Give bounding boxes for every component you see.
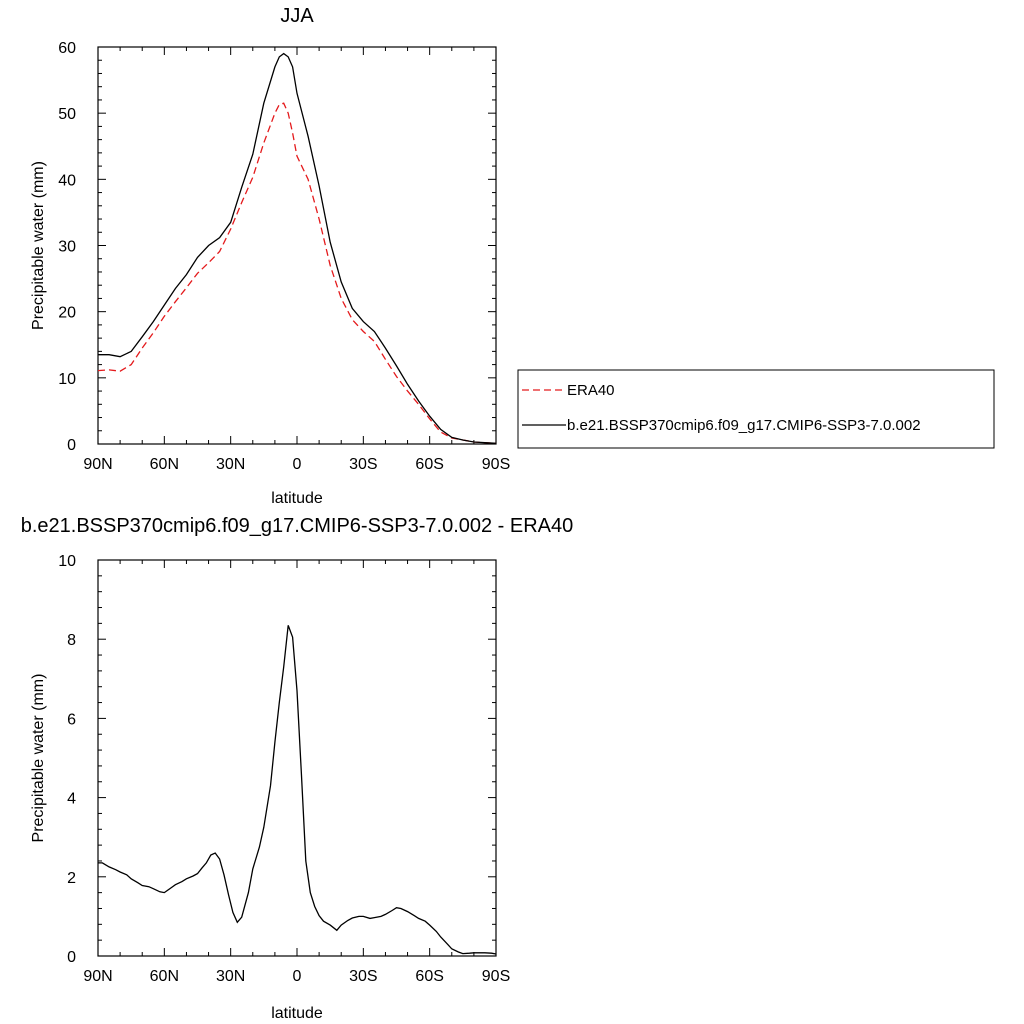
y-tick-label: 4 — [67, 791, 76, 808]
x-tick-label: 90S — [482, 456, 510, 473]
y-tick-label: 50 — [58, 106, 76, 123]
panel-bottom: b.e21.BSSP370cmip6.f09_g17.CMIP6-SSP3-7.… — [21, 515, 574, 1022]
legend-label: ERA40 — [567, 382, 615, 399]
y-tick-label: 40 — [58, 172, 76, 189]
y-tick-label: 2 — [67, 870, 76, 887]
chart-title: b.e21.BSSP370cmip6.f09_g17.CMIP6-SSP3-7.… — [21, 515, 574, 537]
x-tick-label: 90S — [482, 968, 510, 985]
panel-top: JJA 90N 60N 30N 0 30S 60S 90S 0 10 20 30 40 50 60 latit… — [30, 5, 510, 507]
y-tick-label: 10 — [58, 371, 76, 388]
x-tick-label: 60N — [150, 456, 179, 473]
legend-box — [517, 369, 995, 449]
x-tick-label: 30N — [216, 456, 245, 473]
x-tick-label: 30S — [349, 968, 377, 985]
y-axis-label: Precipitable water (mm) — [30, 161, 47, 330]
x-axis-label: latitude — [271, 1005, 323, 1022]
series-line-b-e21-bssp370cmip6-f09-g17-cmip6-ssp3-7-0-002 — [98, 52, 497, 444]
x-tick-label: 90N — [83, 456, 112, 473]
x-tick-label: 60N — [150, 968, 179, 985]
y-tick-label: 6 — [67, 711, 76, 728]
plot-frame — [97, 46, 497, 445]
x-tick-label: 60S — [415, 968, 443, 985]
x-tick-label: 30S — [349, 456, 377, 473]
y-tick-label: 0 — [67, 949, 76, 966]
chart-title: JJA — [280, 5, 314, 27]
plot-frame — [97, 559, 497, 957]
legend-label: b.e21.BSSP370cmip6.f09_g17.CMIP6-SSP3-7.… — [567, 417, 921, 434]
y-tick-label: 10 — [58, 553, 76, 570]
x-tick-label: 0 — [293, 968, 302, 985]
y-tick-label: 20 — [58, 305, 76, 322]
series-line-era40 — [97, 102, 497, 444]
x-tick-label: 60S — [415, 456, 443, 473]
y-tick-label: 60 — [58, 40, 76, 57]
series-line-difference — [98, 625, 497, 955]
x-tick-label: 90N — [83, 968, 112, 985]
legend: ERA40 b.e21.BSSP370cmip6.f09_g17.CMIP6-SS… — [517, 369, 995, 449]
x-tick-label: 0 — [293, 456, 302, 473]
y-tick-label: 8 — [67, 632, 76, 649]
y-axis-label: Precipitable water (mm) — [30, 674, 47, 843]
y-tick-label: 0 — [67, 437, 76, 454]
x-axis-label: latitude — [271, 490, 323, 507]
x-tick-label: 30N — [216, 968, 245, 985]
y-tick-label: 30 — [58, 239, 76, 256]
